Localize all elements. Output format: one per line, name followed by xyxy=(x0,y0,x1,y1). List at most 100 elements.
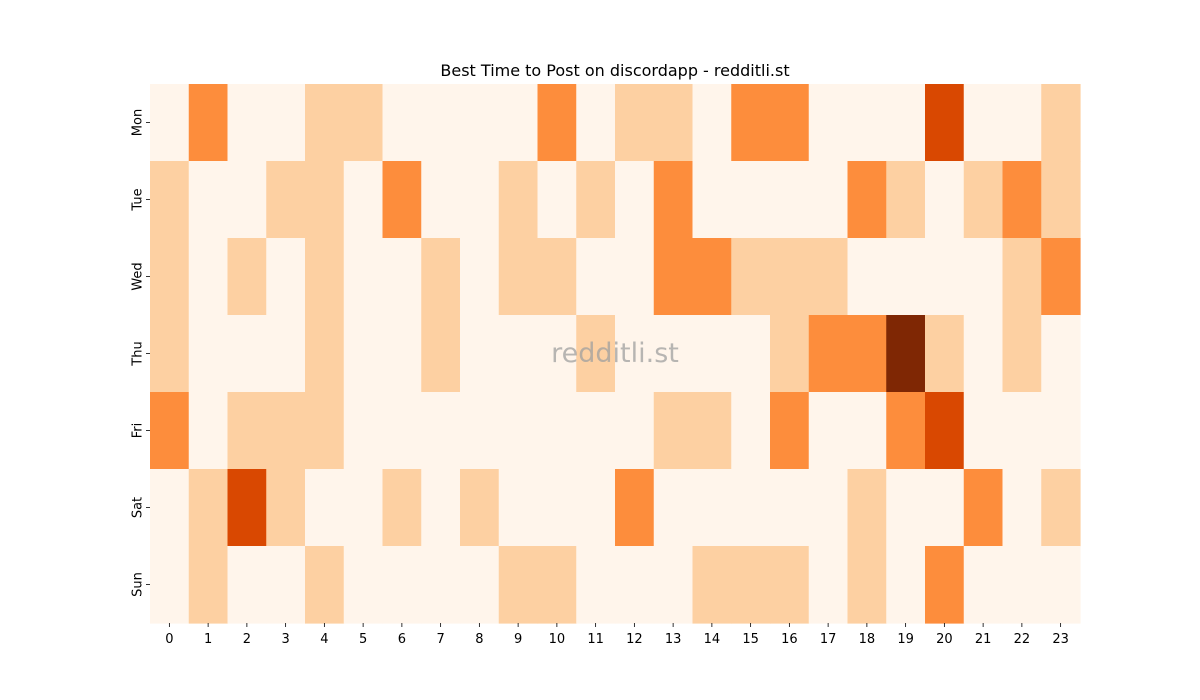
heatmap-cell-wed-22 xyxy=(1002,238,1042,316)
x-tick-label: 20 xyxy=(936,632,953,647)
heatmap-cell-thu-8 xyxy=(460,315,500,393)
heatmap-cell-mon-14 xyxy=(692,84,732,162)
heatmap-cell-thu-12 xyxy=(615,315,655,393)
heatmap-cell-sat-16 xyxy=(770,469,810,547)
heatmap-cell-fri-2 xyxy=(227,392,267,470)
heatmap-cell-sun-2 xyxy=(227,546,267,624)
heatmap-cell-sun-15 xyxy=(731,546,771,624)
heatmap-cell-mon-21 xyxy=(963,84,1004,162)
heatmap-cell-fri-20 xyxy=(925,392,965,470)
heatmap-cell-fri-23 xyxy=(1041,392,1081,470)
heatmap-cell-sun-0 xyxy=(150,546,190,624)
y-tick-label: Fri xyxy=(131,423,146,439)
heatmap-cell-sun-21 xyxy=(963,546,1004,624)
heatmap-cell-tue-19 xyxy=(886,161,926,239)
heatmap-cell-mon-12 xyxy=(615,84,655,162)
heatmap-cell-thu-23 xyxy=(1041,315,1081,393)
heatmap-cell-fri-21 xyxy=(963,392,1004,470)
heatmap-cell-mon-15 xyxy=(731,84,771,162)
heatmap-cell-thu-7 xyxy=(421,315,461,393)
heatmap-cell-sun-8 xyxy=(460,546,500,624)
heatmap-cell-wed-4 xyxy=(305,238,345,316)
heatmap-cell-sun-14 xyxy=(692,546,732,624)
y-tick-label: Sun xyxy=(131,572,146,597)
heatmap-cell-wed-21 xyxy=(963,238,1004,316)
heatmap-cell-tue-16 xyxy=(770,161,810,239)
heatmap-cell-mon-6 xyxy=(382,84,422,162)
heatmap-cell-sun-3 xyxy=(266,546,306,624)
heatmap-cell-mon-19 xyxy=(886,84,926,162)
x-tick-label: 23 xyxy=(1052,632,1069,647)
heatmap-cell-tue-7 xyxy=(421,161,461,239)
x-tick-label: 14 xyxy=(704,632,721,647)
heatmap-cell-sat-21 xyxy=(963,469,1004,547)
heatmap-cell-fri-16 xyxy=(770,392,810,470)
heatmap-cell-thu-11 xyxy=(576,315,616,393)
x-tick-label: 1 xyxy=(204,632,212,647)
heatmap-cell-fri-1 xyxy=(188,392,229,470)
x-tick-label: 8 xyxy=(475,632,483,647)
heatmap-cell-fri-19 xyxy=(886,392,926,470)
heatmap-cell-sun-11 xyxy=(576,546,616,624)
heatmap-cell-fri-10 xyxy=(537,392,577,470)
heatmap-cell-sat-5 xyxy=(343,469,384,547)
heatmap-cell-sat-20 xyxy=(925,469,965,547)
heatmap-cell-sun-13 xyxy=(653,546,694,624)
heatmap-cell-mon-0 xyxy=(150,84,190,162)
heatmap-cell-fri-9 xyxy=(498,392,539,470)
heatmap-cell-fri-22 xyxy=(1002,392,1042,470)
heatmap-cell-sun-20 xyxy=(925,546,965,624)
heatmap-cell-sat-19 xyxy=(886,469,926,547)
heatmap-cell-fri-5 xyxy=(343,392,384,470)
y-axis: Mon Tue Wed Thu Fri Sat Sun xyxy=(131,109,150,597)
heatmap-cell-tue-13 xyxy=(653,161,694,239)
x-tick-label: 10 xyxy=(549,632,566,647)
heatmap-cell-fri-17 xyxy=(808,392,849,470)
heatmap-cell-mon-7 xyxy=(421,84,461,162)
x-tick-label: 5 xyxy=(359,632,367,647)
heatmap-cell-sat-13 xyxy=(653,469,694,547)
heatmap-cell-sun-10 xyxy=(537,546,577,624)
heatmap-cell-tue-18 xyxy=(847,161,887,239)
heatmap-cell-wed-14 xyxy=(692,238,732,316)
heatmap-cell-fri-0 xyxy=(150,392,190,470)
heatmap-cell-thu-2 xyxy=(227,315,267,393)
heatmap-cell-mon-8 xyxy=(460,84,500,162)
heatmap-cell-mon-16 xyxy=(770,84,810,162)
heatmap-cell-wed-12 xyxy=(615,238,655,316)
y-tick-label: Wed xyxy=(131,262,146,290)
heatmap-cell-sat-7 xyxy=(421,469,461,547)
heatmap-cell-tue-12 xyxy=(615,161,655,239)
heatmap-cell-fri-15 xyxy=(731,392,771,470)
x-tick-label: 0 xyxy=(165,632,173,647)
heatmap-cell-thu-14 xyxy=(692,315,732,393)
x-tick-label: 2 xyxy=(243,632,251,647)
heatmap-cell-sun-7 xyxy=(421,546,461,624)
heatmap-cell-sun-9 xyxy=(498,546,539,624)
heatmap-cell-thu-18 xyxy=(847,315,887,393)
heatmap-cell-thu-3 xyxy=(266,315,306,393)
heatmap-cell-tue-20 xyxy=(925,161,965,239)
heatmap-cell-wed-6 xyxy=(382,238,422,316)
heatmap-cell-sun-16 xyxy=(770,546,810,624)
x-tick-label: 4 xyxy=(320,632,328,647)
x-tick-label: 7 xyxy=(436,632,444,647)
heatmap-cell-mon-20 xyxy=(925,84,965,162)
heatmap-cell-fri-3 xyxy=(266,392,306,470)
heatmap-cell-sat-10 xyxy=(537,469,577,547)
heatmap-cell-thu-21 xyxy=(963,315,1004,393)
heatmap-cell-mon-13 xyxy=(653,84,694,162)
heatmap-cell-sun-12 xyxy=(615,546,655,624)
x-tick-label: 6 xyxy=(398,632,406,647)
heatmap-cell-mon-2 xyxy=(227,84,267,162)
heatmap-cell-tue-15 xyxy=(731,161,771,239)
heatmap-cell-wed-15 xyxy=(731,238,771,316)
heatmap-cell-fri-11 xyxy=(576,392,616,470)
heatmap-cell-sat-2 xyxy=(227,469,267,547)
heatmap-cell-sun-4 xyxy=(305,546,345,624)
heatmap-cell-sat-12 xyxy=(615,469,655,547)
y-tick-label: Mon xyxy=(131,109,146,136)
heatmap-cell-mon-10 xyxy=(537,84,577,162)
heatmap-cell-wed-16 xyxy=(770,238,810,316)
heatmap-cell-wed-8 xyxy=(460,238,500,316)
